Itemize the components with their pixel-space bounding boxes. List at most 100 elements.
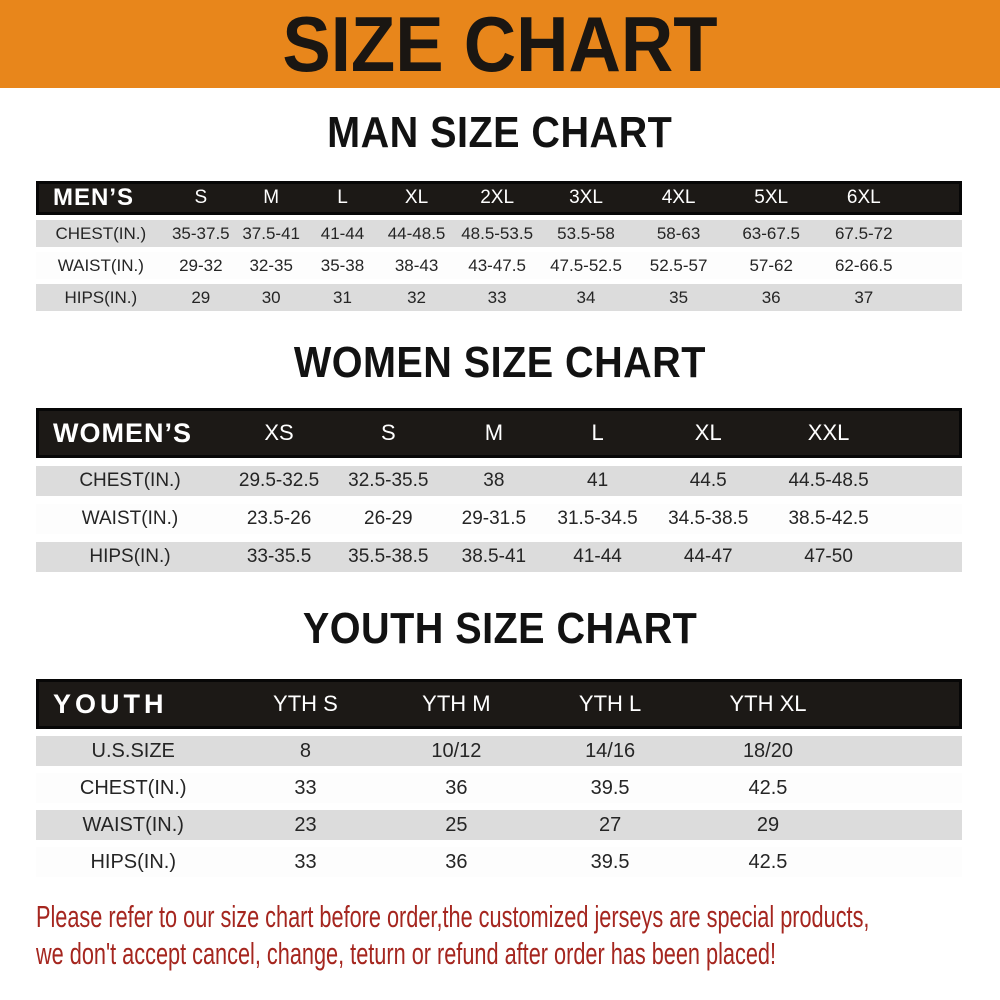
women-size-table: WOMEN’S XS S M L XL XXL CHEST(IN.) 29.5-32.5 32.5… [36,400,962,580]
table-head: WOMEN’S XS S M L XL XXL [36,408,962,458]
size-column-header: 2XL [454,181,540,215]
measurement-value: 33 [230,773,381,803]
youth-table-label: YOUTH [36,679,231,729]
measurement-value: 27 [532,810,688,840]
youth-size-table: YOUTH YTH S YTH M YTH L YTH XL U.S.SIZE 8 10/12… [36,672,962,884]
row-filler-cell [910,284,962,311]
section-heading-text: WOMEN SIZE CHART [293,338,706,387]
measurement-value: 44-47 [649,542,767,572]
row-filler-cell [848,773,962,803]
measurement-value: 29 [687,810,849,840]
measurement-row: CHEST(IN.) 35-37.5 37.5-41 41-44 44-48.5 48.5… [36,220,962,247]
banner-title: SIZE CHART [282,0,718,88]
row-filler-cell [890,542,962,572]
size-column-header: XXL [766,408,891,458]
measurement-value: 41-44 [545,542,650,572]
measurement-value: 31.5-34.5 [545,504,650,534]
measurement-row: WAIST(IN.) 29-32 32-35 35-38 38-43 43-47.5 47.… [36,252,962,279]
measurement-value: 34.5-38.5 [649,504,767,534]
measurement-value: 47-50 [766,542,891,572]
measurement-value: 31 [306,284,379,311]
measurement-row-label: U.S.SIZE [36,736,231,766]
measurement-value: 35-38 [306,252,379,279]
row-filler-cell [848,736,962,766]
measurement-value: 29-32 [165,252,236,279]
measurement-value: 37 [817,284,911,311]
measurement-value: 30 [236,284,307,311]
measurement-row: CHEST(IN.) 33 36 39.5 42.5 [36,773,962,803]
measurement-row-label: HIPS(IN.) [36,847,231,877]
row-filler-cell [848,847,962,877]
size-column-header: XL [649,408,767,458]
footer-note-text-1: Please refer to our size chart before or… [36,899,870,934]
measurement-value: 58-63 [632,220,725,247]
section-men: MAN SIZE CHART MEN’S S M L XL 2XL 3XL 4XL 5XL 6XL C… [0,88,1000,316]
row-filler-cell [890,504,962,534]
header-filler-cell [890,408,962,458]
row-filler-cell [848,810,962,840]
size-chart-sections: MAN SIZE CHART MEN’S S M L XL 2XL 3XL 4XL 5XL 6XL C… [0,88,1000,884]
measurement-value: 44.5-48.5 [766,466,891,496]
measurement-value: 33-35.5 [223,542,335,572]
section-heading-women: WOMEN SIZE CHART [0,340,1000,386]
table-body: CHEST(IN.) 29.5-32.5 32.5-35.5 38 41 44.5 44.5… [36,466,962,572]
measurement-value: 38 [442,466,546,496]
measurement-value: 52.5-57 [632,252,725,279]
measurement-value: 53.5-58 [539,220,633,247]
section-heading-youth: YOUTH SIZE CHART [0,606,1000,652]
measurement-value: 36 [380,847,533,877]
measurement-row: HIPS(IN.) 29 30 31 32 33 34 35 36 37 [36,284,962,311]
section-women: WOMEN SIZE CHART WOMEN’S XS S M L XL XXL CHEST(I… [0,316,1000,580]
size-column-header: XL [378,181,455,215]
measurement-row-label: WAIST(IN.) [36,504,224,534]
measurement-value: 23 [230,810,381,840]
measurement-value: 18/20 [687,736,849,766]
measurement-value: 32.5-35.5 [334,466,443,496]
measurement-value: 67.5-72 [817,220,911,247]
size-column-header: M [442,408,546,458]
measurement-row: HIPS(IN.) 33 36 39.5 42.5 [36,847,962,877]
measurement-value: 39.5 [532,773,688,803]
measurement-value: 14/16 [532,736,688,766]
table-head: YOUTH YTH S YTH M YTH L YTH XL [36,679,962,729]
measurement-row: CHEST(IN.) 29.5-32.5 32.5-35.5 38 41 44.5 44.5… [36,466,962,496]
measurement-value: 43-47.5 [454,252,540,279]
measurement-value: 44-48.5 [378,220,455,247]
men-size-table: MEN’S S M L XL 2XL 3XL 4XL 5XL 6XL CHEST(IN.) 35-37… [36,176,962,316]
table-header-row: MEN’S S M L XL 2XL 3XL 4XL 5XL 6XL [36,181,962,215]
footer-note-line-2: we don't accept cancel, change, teturn o… [36,935,1000,972]
measurement-value: 34 [539,284,633,311]
measurement-row-label: CHEST(IN.) [36,773,231,803]
measurement-value: 42.5 [687,847,849,877]
size-column-header: YTH S [230,679,381,729]
size-column-header: L [306,181,379,215]
section-heading-text: YOUTH SIZE CHART [302,604,698,653]
row-filler-cell [910,220,962,247]
measurement-row-label: WAIST(IN.) [36,810,231,840]
measurement-value: 33 [230,847,381,877]
measurement-value: 32-35 [236,252,307,279]
measurement-value: 39.5 [532,847,688,877]
table-header-row: WOMEN’S XS S M L XL XXL [36,408,962,458]
measurement-value: 41 [545,466,650,496]
measurement-row-label: CHEST(IN.) [36,466,224,496]
measurement-value: 35-37.5 [165,220,236,247]
measurement-value: 63-67.5 [724,220,818,247]
size-column-header: S [334,408,443,458]
size-column-header: 3XL [539,181,633,215]
measurement-value: 25 [380,810,533,840]
measurement-value: 33 [454,284,540,311]
table-body: U.S.SIZE 8 10/12 14/16 18/20 CHEST(IN.) 33 36 39… [36,736,962,877]
size-column-header: YTH M [380,679,533,729]
table-head: MEN’S S M L XL 2XL 3XL 4XL 5XL 6XL [36,181,962,215]
measurement-value: 8 [230,736,381,766]
measurement-value: 29.5-32.5 [223,466,335,496]
size-column-header: XS [223,408,335,458]
size-column-header: L [545,408,650,458]
measurement-row: WAIST(IN.) 23.5-26 26-29 29-31.5 31.5-34.5 34… [36,504,962,534]
measurement-value: 38.5-42.5 [766,504,891,534]
size-column-header: S [165,181,236,215]
size-column-header: YTH XL [687,679,849,729]
measurement-value: 26-29 [334,504,443,534]
measurement-value: 29 [165,284,236,311]
